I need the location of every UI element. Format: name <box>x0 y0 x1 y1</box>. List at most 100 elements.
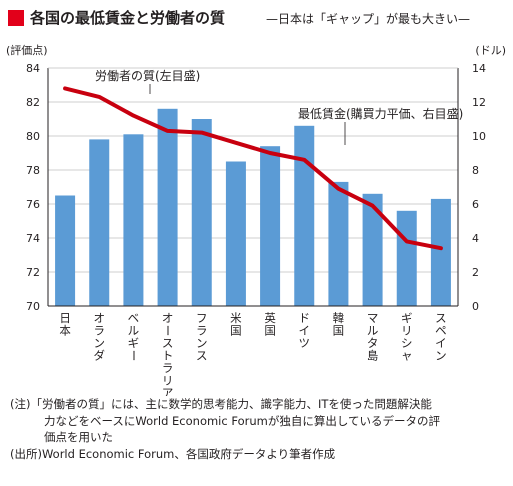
category-label-char: 日 <box>59 311 71 325</box>
axis-layer <box>47 67 459 307</box>
category-label-char: ド <box>299 311 311 325</box>
bar <box>328 181 349 306</box>
line-point <box>268 151 272 155</box>
note-line-2: 力などをベースにWorld Economic Forumが独自に算出しているデー… <box>44 413 440 428</box>
right-tick-label: 8 <box>472 164 479 177</box>
right-tick-label: 2 <box>472 266 479 279</box>
bar-layer <box>55 108 451 306</box>
line-point <box>405 239 409 243</box>
category-label-char: ー <box>161 325 175 337</box>
category-label-char: タ <box>367 336 379 350</box>
left-tick-label: 80 <box>26 130 40 143</box>
bar <box>191 119 212 306</box>
note-line-3: 価点を用いた <box>44 430 113 444</box>
left-tick-label: 82 <box>26 96 40 109</box>
bar <box>123 134 144 306</box>
left-tick-label: 70 <box>26 300 40 313</box>
bar <box>157 108 178 306</box>
bar <box>225 161 246 306</box>
category-label-char: ギ <box>128 336 140 350</box>
chart-svg: 84 82 80 78 76 74 72 70 14 12 10 8 6 4 2 0 (評価点) (ドル) 日本 オラ… <box>6 43 506 396</box>
bar <box>55 195 76 306</box>
category-label-char: ベ <box>128 311 140 325</box>
bar <box>362 193 383 306</box>
line-series-label: 最低賃金(購買力平価、右目盛) <box>298 106 463 121</box>
category-label-char: ス <box>196 349 208 363</box>
line-point <box>131 114 135 118</box>
category-label-char: ラ <box>162 361 174 375</box>
left-tick-label: 74 <box>26 232 40 245</box>
grid-layer <box>48 101 458 273</box>
left-axis-label: (評価点) <box>6 43 48 57</box>
bar <box>260 146 281 306</box>
category-label-char: イ <box>299 324 311 338</box>
category-label-char: 国 <box>333 324 345 338</box>
line-point <box>371 204 375 208</box>
category-label-char: オ <box>94 311 106 325</box>
category-label-char: ペ <box>435 324 447 338</box>
title-bar: 各国の最低賃金と労働者の質 —日本は「ギャップ」が最も大きい— <box>8 8 508 30</box>
category-label-char: 本 <box>59 324 71 338</box>
category-label-char: イ <box>435 336 447 350</box>
source-line: (出所)World Economic Forum、各国政府データより筆者作成 <box>10 446 336 461</box>
category-label-char: ル <box>367 324 379 338</box>
category-label-char: フ <box>196 311 208 325</box>
category-label-char: 米 <box>230 311 242 325</box>
category-label-char: ラ <box>94 324 106 338</box>
category-label-char: ラ <box>196 324 208 338</box>
category-label-char: リ <box>401 324 413 338</box>
chart-subtitle: —日本は「ギャップ」が最も大きい— <box>266 12 471 26</box>
category-label-char: マ <box>367 311 379 325</box>
category-label-char: ダ <box>94 349 106 363</box>
line-layer <box>63 86 443 251</box>
category-label-char: 島 <box>367 349 379 363</box>
category-label-char: ツ <box>299 336 311 350</box>
category-label-char: ア <box>162 386 174 396</box>
line-point <box>63 86 67 90</box>
right-axis-label: (ドル) <box>475 44 506 57</box>
category-label-char: 国 <box>264 324 276 338</box>
line-point <box>97 95 101 99</box>
category-label-char: ギ <box>401 311 413 325</box>
category-label-char: リ <box>162 374 174 388</box>
category-label-char: シ <box>401 336 413 350</box>
right-tick-label: 12 <box>472 96 486 109</box>
bar <box>430 198 451 306</box>
right-tick-label: 14 <box>472 62 486 75</box>
label-layer: 84 82 80 78 76 74 72 70 14 12 10 8 6 4 2 0 (評価点) (ドル) 日本 オラ… <box>6 43 506 396</box>
left-tick-label: 78 <box>26 164 40 177</box>
category-label-char: 英 <box>264 311 276 325</box>
bar <box>396 210 417 306</box>
category-label-char: ン <box>435 349 447 363</box>
notes: (注)「労働者の質」には、主に数学的思考能力、識字能力、ITを使った問題解決能 … <box>10 396 506 462</box>
chart-title: 各国の最低賃金と労働者の質 <box>30 9 226 27</box>
category-label-char: ー <box>126 350 140 362</box>
line-point <box>200 131 204 135</box>
line-point <box>439 246 443 250</box>
category-label-char: ャ <box>401 349 413 363</box>
line-point <box>336 187 340 191</box>
line-point <box>234 141 238 145</box>
category-label-char: 韓 <box>333 311 345 325</box>
category-label-char: 国 <box>230 324 242 338</box>
category-label-char: オ <box>162 311 174 325</box>
note-line-1: (注)「労働者の質」には、主に数学的思考能力、識字能力、ITを使った問題解決能 <box>10 397 432 411</box>
right-tick-label: 6 <box>472 198 479 211</box>
bar <box>89 139 110 306</box>
right-tick-label: 10 <box>472 130 486 143</box>
line-point <box>166 129 170 133</box>
title-marker <box>8 10 24 26</box>
category-label-char: ト <box>162 349 174 363</box>
category-label-char: ス <box>162 336 174 350</box>
category-label-char: ン <box>196 336 208 350</box>
category-label-char: ル <box>128 324 140 338</box>
category-label-char: ン <box>94 336 106 350</box>
line-point <box>302 158 306 162</box>
left-tick-label: 72 <box>26 266 40 279</box>
left-tick-label: 84 <box>26 62 40 75</box>
min-wage-line <box>63 86 443 251</box>
right-tick-label: 0 <box>472 300 479 313</box>
left-tick-label: 76 <box>26 198 40 211</box>
bar <box>294 125 315 306</box>
